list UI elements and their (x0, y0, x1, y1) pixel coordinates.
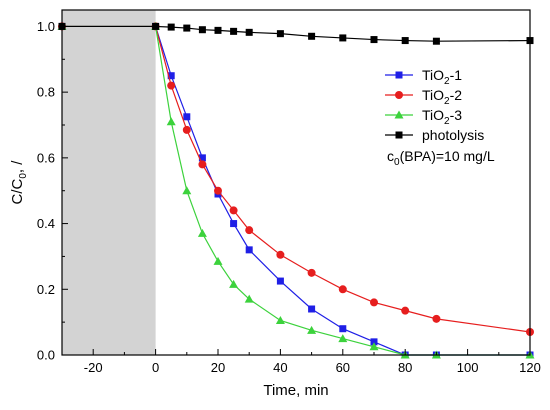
series-1-point-4 (183, 113, 191, 121)
plot-frame (61, 9, 531, 356)
legend-label-1-main: TiO (422, 67, 444, 83)
x-tick-label-7: 100 (457, 360, 479, 375)
legend-label-1-tail: -1 (450, 67, 463, 83)
series-3-point-5 (197, 228, 207, 237)
series-4-point-13 (401, 37, 409, 45)
x-tick-label-6: 80 (398, 360, 412, 375)
series-1-point-8 (245, 246, 253, 254)
axes-layer: -20 0 20 40 60 80 100 1200.00.20.40.60.81.0Time… (9, 9, 541, 399)
series-4-point-11 (339, 34, 347, 42)
series-1-point-9 (276, 277, 284, 285)
y-tick-label-6: 1.0 (37, 19, 55, 34)
x-tick-label-5: 60 (336, 360, 350, 375)
y-tick-label-5: 0.8 (37, 85, 55, 100)
series-3-point-7 (229, 279, 239, 288)
series-2-point-3 (167, 81, 176, 90)
series-1-point-12 (370, 338, 378, 346)
series-4-point-6 (214, 26, 222, 34)
series-4-point-14 (432, 37, 440, 45)
legend-label-1-sub: 2 (444, 76, 450, 87)
series-4-point-12 (370, 36, 378, 44)
series-2-point-6 (214, 186, 222, 195)
legend-label-2-tail: -2 (450, 87, 463, 103)
series-1-point-5 (198, 154, 206, 162)
series-2-point-7 (229, 206, 238, 215)
legend-label-2-sub: 2 (444, 96, 450, 107)
y-tick-label-4: 0.6 (37, 150, 55, 165)
annotation-prefix: c (387, 148, 394, 164)
series-4-point-5 (198, 26, 206, 34)
series-4-point-10 (308, 32, 316, 40)
legend-marker-4 (395, 131, 403, 139)
series-3-point-9 (275, 316, 285, 324)
legend-marker-1 (395, 71, 403, 79)
annotation-sub: 0 (394, 157, 400, 168)
y-axis-title-main: C/C (9, 178, 26, 204)
legend-marker-2 (395, 91, 403, 99)
legend-label-3-tail: -3 (450, 107, 463, 123)
concentration-annotation: c0(BPA)=10 mg/L (387, 148, 495, 168)
series-4-point-4 (183, 24, 191, 32)
dark-adsorption-region (62, 10, 156, 355)
series-3-point-8 (244, 294, 254, 303)
series-4-point-8 (245, 28, 253, 36)
x-tick-label-3: 20 (211, 360, 225, 375)
legend-marker-3 (394, 110, 404, 119)
series-4-point-3 (167, 23, 175, 31)
series-1-point-10 (308, 305, 316, 313)
x-tick-label-4: 40 (273, 360, 287, 375)
series-2-point-14 (432, 314, 441, 323)
series-4-point-2 (152, 22, 160, 30)
annotation-suffix: (BPA)=10 mg/L (400, 148, 495, 164)
y-tick-label-1: 0.0 (37, 348, 55, 363)
series-2-point-12 (370, 298, 378, 307)
series-4-point-9 (276, 30, 284, 38)
series-2-point-9 (276, 250, 285, 259)
series-2-point-10 (307, 268, 316, 277)
series-1-point-3 (167, 72, 175, 80)
series-4-point-7 (230, 27, 238, 35)
series-1-point-11 (339, 325, 347, 333)
y-axis-title-sub: 0 (18, 173, 29, 179)
dark-region-layer (62, 10, 156, 355)
y-axis-title-tail: , / (9, 160, 26, 173)
series-1-point-7 (230, 220, 238, 228)
series-3-point-11 (338, 334, 348, 343)
y-tick-label-3: 0.4 (37, 216, 55, 231)
series-2-point-11 (338, 285, 347, 294)
series-2-point-4 (182, 125, 191, 134)
legend-label-1: TiO2-1 (422, 67, 462, 87)
x-tick-label-8: 120 (519, 360, 541, 375)
legend-label-2-main: TiO (422, 87, 444, 103)
y-axis-title: C/C0, / (9, 160, 29, 205)
legend-label-4-main: photolysis (422, 127, 484, 143)
series-2-point-8 (245, 226, 254, 235)
legend-label-2: TiO2-2 (422, 87, 462, 107)
series-3-point-6 (213, 256, 223, 265)
series-layer (57, 21, 535, 359)
series-3-point-4 (182, 186, 192, 195)
y-tick-label-2: 0.2 (37, 282, 55, 297)
legend-label-3: TiO2-3 (422, 107, 462, 127)
x-tick-label-2: 0 (152, 360, 159, 375)
series-3-point-10 (307, 325, 317, 334)
series-3-point-3 (166, 117, 176, 126)
x-tick-label-1: -20 (84, 360, 103, 375)
x-axis-title: Time, min (263, 382, 328, 399)
legend-label-3-sub: 2 (444, 116, 450, 127)
series-2-point-5 (198, 160, 207, 169)
series-3-point-12 (369, 342, 379, 351)
legend-label-4: photolysis (422, 127, 484, 143)
series-2-point-13 (401, 306, 410, 315)
legend-label-3-main: TiO (422, 107, 444, 123)
